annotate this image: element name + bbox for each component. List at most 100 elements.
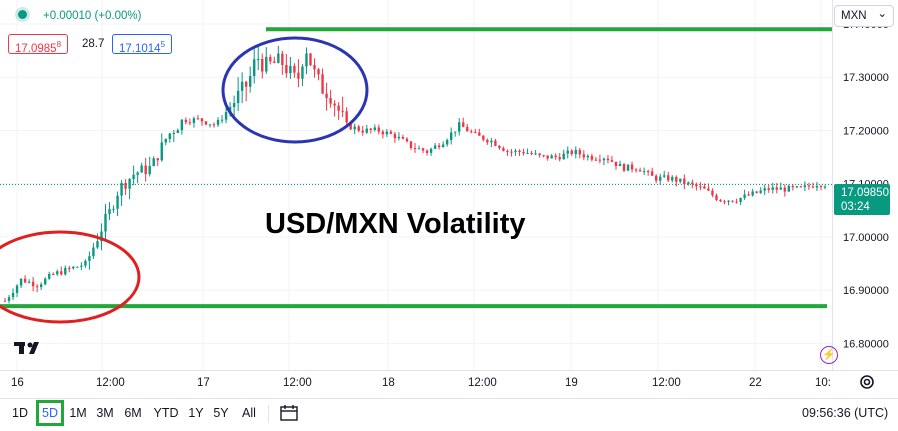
bid-price-superscript: 8 [56,40,62,49]
candle-body [538,153,541,156]
candle-body [224,112,228,120]
candle-body [634,169,638,171]
candle-body [100,231,103,242]
candle-body [248,76,252,87]
red-ellipse-annotation[interactable] [0,230,141,324]
price-change: +0.00010 (+0.00%) [43,10,142,22]
candle-body [253,59,256,77]
utc-clock[interactable]: 09:56:36 (UTC) [802,406,889,420]
ask-price-box[interactable]: 17.10145 [112,34,173,55]
candle-body [220,119,224,121]
timeframe-3m[interactable]: 3M [96,406,114,420]
spread-value: 28.7 [82,38,105,50]
tradingview-logo[interactable] [14,340,44,356]
timeframe-1y[interactable]: 1Y [188,406,204,420]
candle-body [751,191,754,196]
candle-body [285,65,288,74]
y-tick-label: 17.20000 [843,125,889,137]
candle-body [236,90,240,104]
bar-countdown: 03:24 [841,201,870,213]
candle-body [703,186,706,189]
candle-body [815,186,819,188]
candle-body [695,184,698,187]
candle-body [204,121,208,125]
candle-body [244,81,248,87]
candle-body [522,151,525,154]
timeframe-1m[interactable]: 1M [69,406,87,420]
candle-body [72,266,75,269]
candle-body [208,124,212,126]
candle-body [341,110,344,112]
candle-body [124,182,127,189]
candle-body [759,190,762,193]
calendar-range-icon[interactable] [279,404,299,422]
candle-body [381,131,385,135]
bid-price-box[interactable]: 17.09858 [8,34,69,55]
candle-body [425,150,429,153]
candle-body [506,150,509,152]
candle-body [582,154,586,158]
candle-body [638,170,642,172]
timeframe-ytd[interactable]: YTD [153,406,179,420]
candle-body [104,213,107,232]
candle-body [257,58,260,60]
candle-body [429,148,433,153]
timeframe-all[interactable]: All [242,406,256,420]
candle-body [23,278,27,283]
candle-body [168,133,172,139]
candle-body [711,190,714,196]
candle-body [337,105,340,111]
candle-body [811,186,815,188]
x-tick-label: 12:00 [283,377,312,389]
candle-body [377,127,381,132]
timeframe-6m[interactable]: 6M [124,406,142,420]
candle-body [273,61,276,63]
x-tick-label: 12:00 [652,377,681,389]
current-price-tag: 17.09850 03:24 [834,184,890,215]
timeframe-1d[interactable]: 1D [12,406,28,420]
timeframe-5y[interactable]: 5Y [213,406,229,420]
y-tick-label: 16.80000 [843,338,889,350]
timeframe-5d[interactable]: 5D [36,400,64,426]
y-tick-label: 17.00000 [843,232,889,244]
candle-body [27,281,31,283]
gear-icon[interactable] [858,373,876,391]
candle-body [369,128,372,130]
candle-body [393,133,397,139]
candle-body [453,131,457,133]
candle-body [574,149,577,154]
candle-body [261,58,264,72]
currency-selector[interactable]: MXN ⌄ [834,5,894,27]
candle-body [494,140,497,146]
candle-body [514,150,517,152]
candle-body [413,148,417,150]
candle-body [719,199,722,202]
blue-ellipse-annotation[interactable] [221,36,369,144]
candle-body [462,122,465,128]
lightning-icon[interactable]: ⚡ [820,346,838,364]
candle-body [92,247,95,257]
candle-body [313,65,316,70]
candle-body [510,151,513,153]
candle-body [31,281,35,287]
chart-title-annotation[interactable]: USD/MXN Volatility [265,208,526,240]
candle-body [626,164,630,171]
candle-body [417,148,421,150]
candle-body [486,139,489,143]
candle-body [663,175,666,177]
candle-body [691,182,694,185]
x-tick-label: 19 [565,377,578,389]
y-tick-label: 17.30000 [843,72,889,84]
candle-body [365,128,368,133]
candle-body [646,171,650,173]
candle-body [140,165,143,173]
candle-body [301,66,304,79]
candle-body [675,176,678,182]
candle-body [558,157,561,160]
candle-body [803,185,807,187]
candle-body [654,175,658,181]
candle-body [578,149,582,155]
candle-body [196,118,200,120]
